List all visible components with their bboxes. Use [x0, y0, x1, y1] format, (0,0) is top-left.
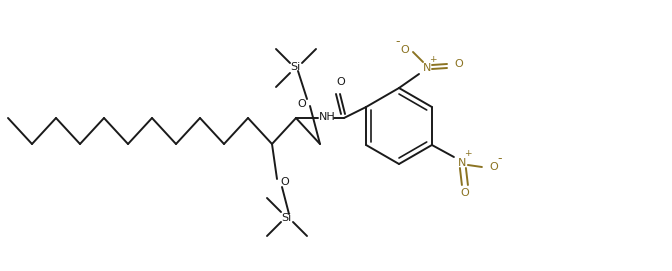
Text: O: O: [489, 162, 498, 172]
Text: NH: NH: [319, 112, 335, 122]
Text: Si: Si: [290, 62, 300, 72]
Text: -: -: [498, 153, 502, 166]
Text: N: N: [423, 63, 431, 73]
Text: O: O: [455, 59, 464, 69]
Text: +: +: [464, 150, 472, 159]
Text: +: +: [429, 54, 437, 63]
Text: O: O: [401, 45, 409, 55]
Text: O: O: [281, 177, 290, 187]
Text: Si: Si: [281, 213, 291, 223]
Text: O: O: [460, 188, 469, 198]
Text: O: O: [298, 99, 306, 109]
Text: -: -: [396, 36, 401, 49]
Text: N: N: [458, 158, 466, 168]
Text: O: O: [337, 77, 345, 87]
